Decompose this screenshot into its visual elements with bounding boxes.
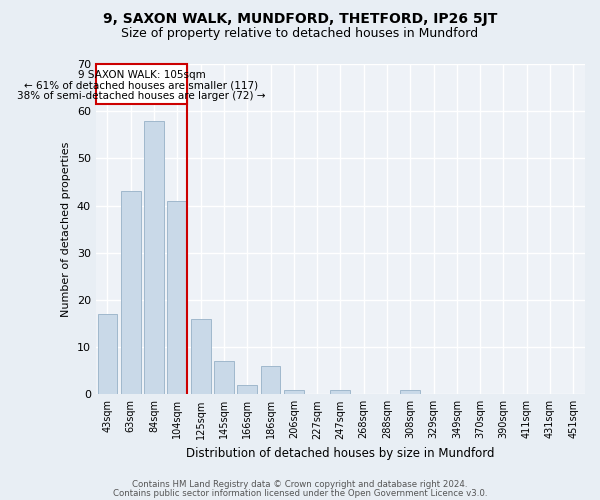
Bar <box>284 390 304 394</box>
Text: Contains public sector information licensed under the Open Government Licence v3: Contains public sector information licen… <box>113 489 487 498</box>
Bar <box>121 192 140 394</box>
Bar <box>167 201 187 394</box>
Text: Size of property relative to detached houses in Mundford: Size of property relative to detached ho… <box>121 28 479 40</box>
Text: ← 61% of detached houses are smaller (117): ← 61% of detached houses are smaller (11… <box>25 80 259 90</box>
Bar <box>191 319 211 394</box>
Bar <box>214 362 234 394</box>
X-axis label: Distribution of detached houses by size in Mundford: Distribution of detached houses by size … <box>186 447 494 460</box>
Text: Contains HM Land Registry data © Crown copyright and database right 2024.: Contains HM Land Registry data © Crown c… <box>132 480 468 489</box>
Bar <box>260 366 280 394</box>
Text: 9, SAXON WALK, MUNDFORD, THETFORD, IP26 5JT: 9, SAXON WALK, MUNDFORD, THETFORD, IP26 … <box>103 12 497 26</box>
Y-axis label: Number of detached properties: Number of detached properties <box>61 142 71 317</box>
Bar <box>238 385 257 394</box>
FancyBboxPatch shape <box>96 64 187 104</box>
Text: 9 SAXON WALK: 105sqm: 9 SAXON WALK: 105sqm <box>77 70 205 80</box>
Bar <box>98 314 118 394</box>
Text: 38% of semi-detached houses are larger (72) →: 38% of semi-detached houses are larger (… <box>17 92 266 102</box>
Bar <box>400 390 420 394</box>
Bar <box>144 120 164 394</box>
Bar <box>331 390 350 394</box>
